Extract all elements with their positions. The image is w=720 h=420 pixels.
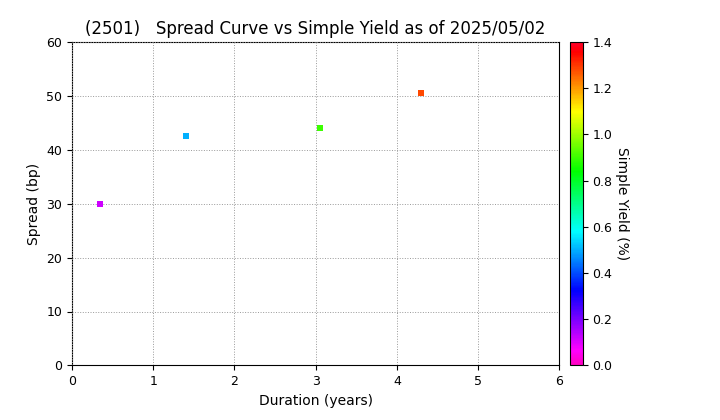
- X-axis label: Duration (years): Duration (years): [258, 394, 373, 408]
- Point: [415, 90, 427, 97]
- Point: [94, 200, 106, 207]
- Point: [180, 133, 192, 140]
- Y-axis label: Spread (bp): Spread (bp): [27, 163, 41, 245]
- Title: (2501)   Spread Curve vs Simple Yield as of 2025/05/02: (2501) Spread Curve vs Simple Yield as o…: [86, 20, 546, 38]
- Y-axis label: Simple Yield (%): Simple Yield (%): [615, 147, 629, 260]
- Point: [314, 125, 325, 131]
